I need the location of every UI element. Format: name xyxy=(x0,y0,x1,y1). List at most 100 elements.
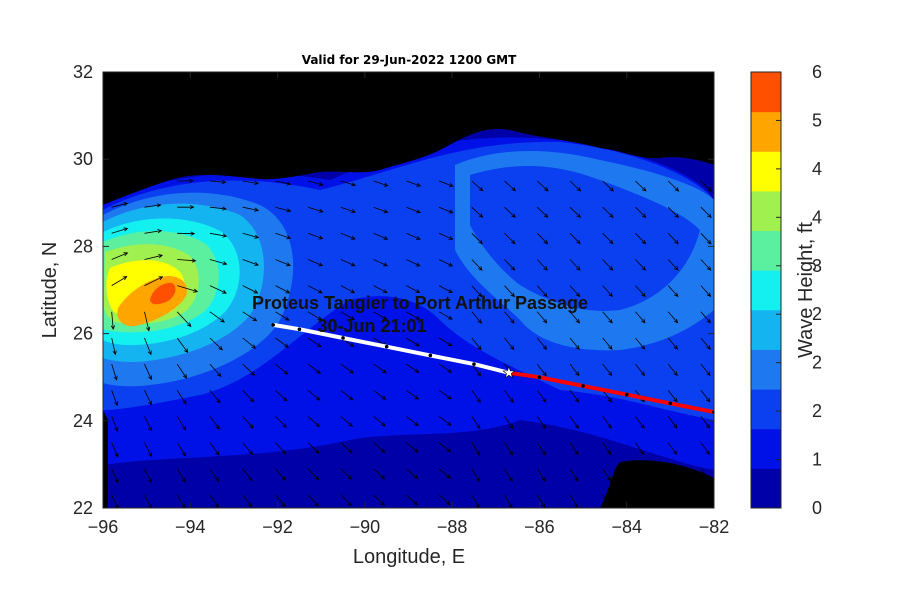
direction-arrow xyxy=(242,206,260,212)
direction-arrow xyxy=(373,232,389,240)
direction-arrow xyxy=(275,285,291,294)
direction-arrow xyxy=(307,337,322,348)
direction-arrow xyxy=(536,285,548,298)
direction-arrow xyxy=(504,390,514,403)
direction-arrow xyxy=(307,494,319,507)
direction-arrow xyxy=(242,259,259,266)
direction-arrow xyxy=(242,468,253,482)
direction-arrow xyxy=(700,259,712,271)
colorbar-segment xyxy=(751,72,781,113)
direction-arrow xyxy=(307,259,324,267)
direction-arrow xyxy=(373,416,386,427)
direction-arrow xyxy=(275,416,287,429)
colorbar-segment xyxy=(751,111,781,152)
direction-arrow xyxy=(438,337,453,347)
route-waypoint xyxy=(428,353,433,358)
direction-arrow xyxy=(242,232,260,239)
direction-arrow xyxy=(111,227,129,234)
direction-arrow xyxy=(209,259,228,266)
wave-band-east-b xyxy=(470,165,700,311)
direction-arrow xyxy=(373,389,387,400)
map-plot-area xyxy=(103,72,714,508)
colorbar-tick-label: 5 xyxy=(812,110,822,130)
direction-arrow xyxy=(438,416,452,426)
direction-arrow xyxy=(406,180,422,187)
direction-arrow xyxy=(406,232,421,240)
route-waypoint xyxy=(472,362,476,366)
direction-arrow xyxy=(144,337,152,356)
direction-arrow xyxy=(438,442,452,453)
direction-arrow xyxy=(275,390,288,402)
x-tick-label: −96 xyxy=(88,517,119,537)
route-waypoint xyxy=(297,327,302,332)
direction-arrow xyxy=(209,363,222,378)
direction-arrow xyxy=(406,442,419,453)
direction-arrow xyxy=(536,416,547,430)
x-axis-label: Longitude, E xyxy=(353,546,465,568)
direction-arrow xyxy=(667,311,679,324)
direction-arrow xyxy=(111,468,119,484)
direction-arrow xyxy=(242,311,258,322)
direction-arrow xyxy=(176,311,192,328)
direction-arrow xyxy=(111,202,129,208)
direction-arrow xyxy=(700,180,712,192)
direction-arrow xyxy=(406,494,418,506)
colorbar-segment xyxy=(751,270,781,311)
direction-arrow xyxy=(144,363,152,381)
direction-arrow xyxy=(307,468,320,481)
colorbar-label: Wave Height, ft xyxy=(795,222,817,358)
direction-arrow xyxy=(406,259,421,267)
colorbar-tick-label: 0 xyxy=(812,498,822,518)
direction-arrow xyxy=(471,285,483,298)
direction-arrow xyxy=(635,337,646,350)
route-waypoint xyxy=(581,384,585,388)
colorbar-tick-label: 1 xyxy=(812,450,822,470)
direction-arrow xyxy=(569,180,582,192)
direction-arrow xyxy=(307,232,324,240)
direction-arrow xyxy=(307,285,323,294)
direction-arrow xyxy=(144,254,164,260)
direction-arrow xyxy=(602,285,614,298)
route-time-label: 30-Jun 21:01 xyxy=(317,316,426,336)
y-tick-label: 32 xyxy=(73,62,93,82)
direction-arrow xyxy=(700,363,711,377)
direction-arrow xyxy=(144,390,153,406)
direction-arrow xyxy=(700,416,711,429)
direction-arrow xyxy=(536,311,548,324)
direction-arrow xyxy=(209,442,220,456)
direction-arrow xyxy=(667,259,679,271)
colorbar-ticks: 0 1 2 2 2 3 4 4 5 6 xyxy=(776,62,822,518)
colorbar-segment xyxy=(751,151,781,192)
direction-arrow xyxy=(275,468,287,481)
direction-arrow xyxy=(209,468,220,483)
direction-arrow xyxy=(242,416,254,429)
direction-arrow xyxy=(667,416,678,429)
direction-arrow xyxy=(700,390,711,403)
direction-arrow xyxy=(602,233,614,245)
direction-arrow xyxy=(373,494,385,506)
direction-arrow xyxy=(471,442,481,456)
direction-arrow xyxy=(177,231,196,236)
x-tick-label: −84 xyxy=(611,517,642,537)
direction-arrow xyxy=(667,206,680,219)
direction-arrow xyxy=(700,206,712,219)
direction-arrow xyxy=(438,389,452,400)
direction-arrow xyxy=(602,468,612,482)
direction-arrow xyxy=(471,259,483,271)
direction-arrow xyxy=(471,233,483,245)
direction-arrow xyxy=(635,468,645,482)
direction-arrow xyxy=(602,311,613,324)
colorbar-tick-label: 4 xyxy=(812,159,822,179)
direction-arrow xyxy=(340,232,356,240)
direction-arrow xyxy=(340,206,357,213)
direction-arrow xyxy=(471,363,482,377)
direction-arrow xyxy=(144,416,153,432)
direction-arrow xyxy=(438,363,453,373)
direction-arrow xyxy=(275,494,286,508)
direction-arrow xyxy=(111,276,128,286)
direction-arrow xyxy=(406,337,420,347)
wave-band-6ft xyxy=(150,282,176,305)
direction-arrow xyxy=(602,206,614,219)
direction-arrow xyxy=(144,442,153,458)
direction-arrow xyxy=(275,206,292,213)
